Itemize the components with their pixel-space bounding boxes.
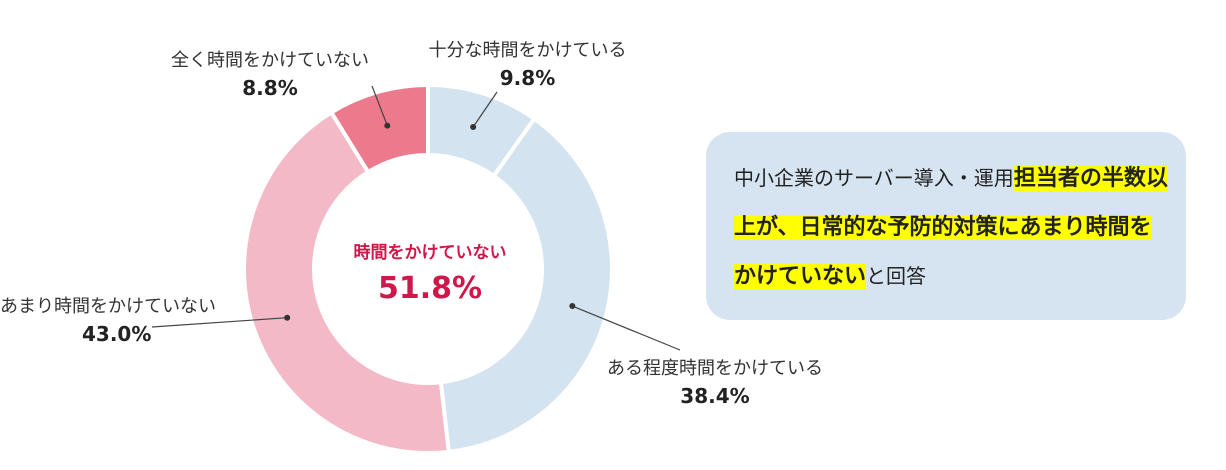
label-not-much-value: 43.0% bbox=[82, 322, 152, 346]
slice-somewhat bbox=[438, 116, 614, 455]
leader-none-dot bbox=[384, 122, 391, 129]
leader-not-much-dot bbox=[284, 314, 291, 321]
label-not-much: あまり時間をかけていない 43.0% bbox=[0, 292, 226, 346]
label-sufficient: 十分な時間をかけている 9.8% bbox=[425, 36, 630, 90]
leader-sufficient bbox=[472, 91, 498, 128]
label-not-much-name: あまり時間をかけていない bbox=[0, 296, 216, 317]
label-somewhat: ある程度時間をかけている 38.4% bbox=[600, 354, 830, 408]
slice-not-much bbox=[242, 109, 451, 455]
center-label: 時間をかけていない bbox=[353, 243, 507, 263]
label-none: 全く時間をかけていない 8.8% bbox=[165, 46, 375, 100]
center-value: 51.8% bbox=[377, 271, 483, 306]
label-sufficient-value: 9.8% bbox=[499, 66, 556, 90]
callout-text-2: と回答 bbox=[866, 264, 927, 288]
label-sufficient-name: 十分な時間をかけている bbox=[428, 40, 627, 61]
leader-sufficient-dot bbox=[470, 124, 477, 131]
label-none-name: 全く時間をかけていない bbox=[171, 50, 369, 71]
leader-none bbox=[371, 85, 388, 126]
leader-somewhat-dot bbox=[569, 303, 576, 310]
label-none-value: 8.8% bbox=[242, 76, 298, 100]
callout-text-1: 中小企業のサーバー導入・運用 bbox=[734, 166, 1014, 190]
leader-not-much bbox=[151, 317, 288, 328]
label-somewhat-name: ある程度時間をかけている bbox=[607, 358, 823, 379]
callout-box: 中小企業のサーバー導入・運用担当者の半数以上が、日常的な予防的対策にあまり時間を… bbox=[706, 132, 1186, 320]
leader-somewhat bbox=[572, 305, 681, 351]
donut-center: 時間をかけていない 51.8% bbox=[345, 238, 515, 306]
label-somewhat-value: 38.4% bbox=[680, 384, 750, 408]
slice-none bbox=[328, 82, 430, 175]
